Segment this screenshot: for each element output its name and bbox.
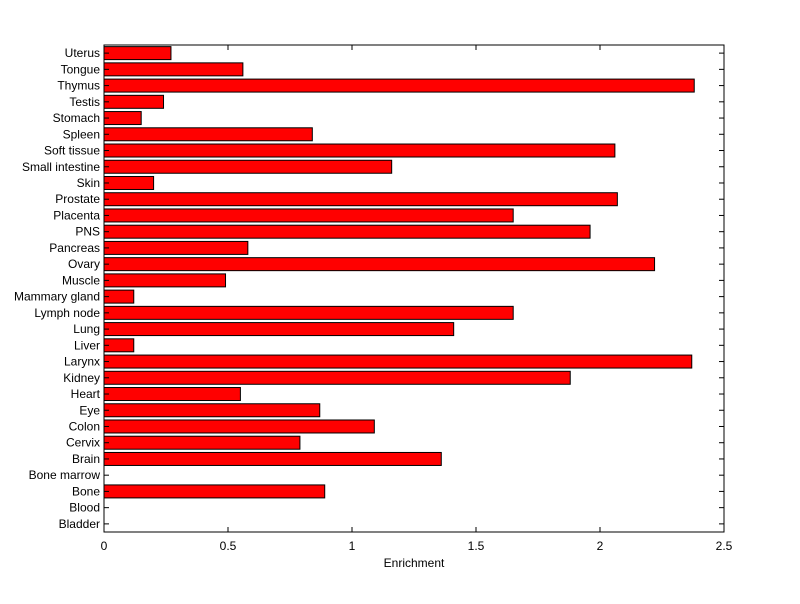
y-tick-label: Ovary: [68, 257, 100, 271]
y-tick-label: Small intestine: [22, 160, 100, 174]
y-tick-label: Lung: [73, 322, 100, 336]
y-tick-label: Bone marrow: [29, 468, 101, 482]
bar: [103, 62, 244, 77]
bar: [103, 370, 571, 385]
y-tick-label: Cervix: [66, 436, 100, 450]
bar: [103, 435, 301, 450]
y-tick-label: Lymph node: [34, 306, 100, 320]
bar: [103, 224, 591, 239]
y-tick-label: Blood: [69, 501, 100, 515]
bar: [103, 240, 249, 255]
y-tick-label: Bladder: [59, 517, 100, 531]
bar: [103, 403, 321, 418]
bar: [103, 143, 616, 158]
bar: [103, 94, 165, 109]
plot-frame: [103, 44, 725, 533]
y-tick-label: Liver: [74, 338, 100, 352]
bar: [103, 46, 172, 61]
y-tick-label: Stomach: [53, 111, 100, 125]
x-tick-label: 1: [349, 539, 356, 553]
bar: [103, 159, 393, 174]
x-tick-label: 2: [597, 539, 604, 553]
bar: [103, 387, 241, 402]
bar: [103, 273, 227, 288]
bar: [103, 127, 313, 142]
y-tick-label: Larynx: [64, 355, 100, 369]
bar: [103, 175, 155, 190]
x-tick-label: 1.5: [468, 539, 485, 553]
y-tick-label: Heart: [71, 387, 101, 401]
bar: [103, 111, 142, 126]
bar: [103, 354, 693, 369]
y-tick-label: Skin: [77, 176, 100, 190]
ticks-layer: [103, 45, 725, 532]
bar: [103, 305, 514, 320]
y-tick-label: Uterus: [65, 46, 100, 60]
y-tick-label: Placenta: [53, 208, 100, 222]
y-tick-label: Bone: [72, 484, 100, 498]
bar: [103, 257, 656, 272]
y-tick-label: Eye: [79, 403, 100, 417]
y-tick-label: Tongue: [61, 62, 101, 76]
y-tick-label: Mammary gland: [14, 290, 100, 304]
x-tick-label: 0: [101, 539, 108, 553]
y-tick-label: Pancreas: [49, 241, 100, 255]
bar: [103, 484, 326, 499]
x-tick-label: 0.5: [220, 539, 237, 553]
bar: [103, 208, 514, 223]
y-tick-label: Prostate: [55, 192, 100, 206]
y-tick-label: Brain: [72, 452, 100, 466]
y-tick-label: Soft tissue: [44, 144, 100, 158]
y-tick-label: PNS: [75, 225, 100, 239]
y-tick-label: Thymus: [57, 79, 100, 93]
y-tick-label: Muscle: [62, 273, 100, 287]
bar: [103, 322, 455, 337]
bar: [103, 451, 442, 466]
y-tick-label: Testis: [69, 95, 100, 109]
y-tick-label: Spleen: [63, 127, 100, 141]
y-tick-label: Colon: [69, 419, 100, 433]
bar: [103, 78, 695, 93]
labels-layer: Uterus Tongue Thymus Testis Stomach Spleen Sof…: [14, 46, 733, 553]
x-tick-label: 2.5: [716, 539, 733, 553]
bar: [103, 192, 618, 207]
bar: [103, 419, 375, 434]
x-axis-label: Enrichment: [384, 556, 445, 570]
y-tick-label: Kidney: [63, 371, 100, 385]
plot-area: [104, 45, 724, 532]
